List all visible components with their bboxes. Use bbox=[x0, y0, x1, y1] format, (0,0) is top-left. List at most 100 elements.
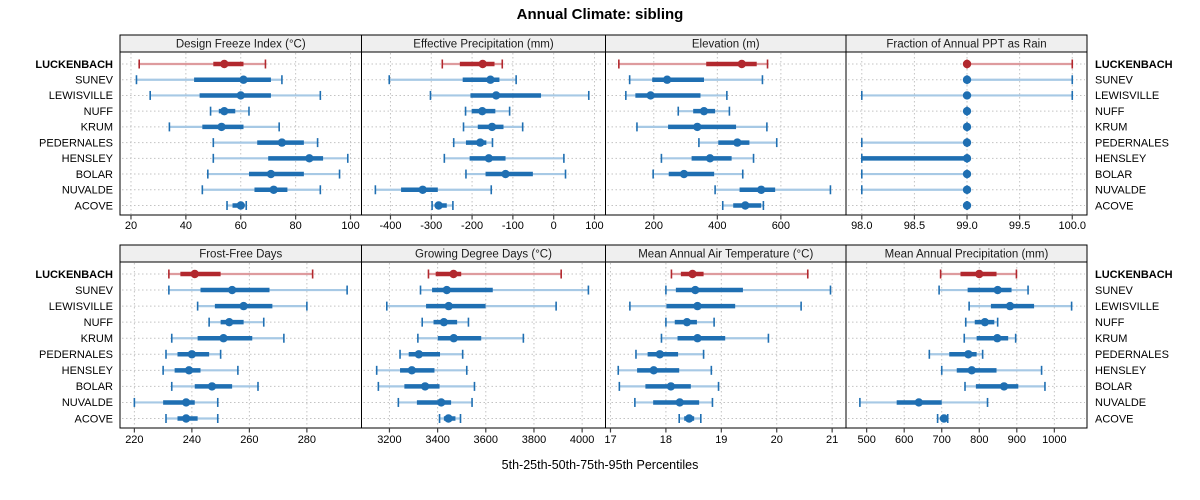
median-dot bbox=[269, 185, 278, 194]
errorbar-nuvalde bbox=[714, 185, 832, 195]
errorbar-hensley bbox=[617, 365, 713, 375]
median-dot bbox=[181, 398, 191, 407]
errorbar-nuff bbox=[665, 317, 715, 327]
site-label-left-nuvalde: NUVALDE bbox=[62, 397, 113, 409]
median-dot bbox=[962, 122, 972, 132]
median-dot bbox=[220, 59, 229, 69]
panel-title: Frost-Free Days bbox=[199, 249, 282, 261]
errorbar-nuvalde bbox=[859, 397, 989, 407]
errorbar-nuvalde bbox=[860, 185, 972, 195]
panel-title: Effective Precipitation (mm) bbox=[413, 39, 554, 51]
x-tick-label: 80 bbox=[290, 220, 302, 232]
errorbar-nuvalde bbox=[374, 185, 493, 195]
median-dot bbox=[962, 138, 972, 147]
errorbar-krum bbox=[660, 333, 770, 343]
errorbar-pedernales bbox=[452, 138, 494, 148]
errorbar-lewisville bbox=[196, 301, 308, 311]
median-dot bbox=[962, 201, 972, 210]
median-dot bbox=[239, 301, 248, 311]
site-label-left-luckenbach: LUCKENBACH bbox=[35, 269, 113, 281]
median-dot bbox=[184, 366, 194, 375]
median-dot bbox=[737, 59, 746, 69]
errorbar-pedernales bbox=[928, 349, 984, 359]
median-dot bbox=[964, 350, 973, 359]
site-label-right-nuff: NUFF bbox=[1095, 317, 1125, 329]
errorbar-lewisville bbox=[149, 90, 322, 100]
errorbar-nuff bbox=[964, 317, 999, 327]
errorbar-nuvalde bbox=[201, 185, 322, 195]
errorbar-acove bbox=[438, 414, 462, 423]
median-dot bbox=[675, 398, 684, 407]
errorbar-bolar bbox=[860, 169, 972, 179]
errorbar-nuff bbox=[464, 106, 511, 116]
x-tick-label: 260 bbox=[240, 434, 258, 446]
x-tick-label: 18 bbox=[660, 434, 672, 446]
median-dot bbox=[217, 122, 226, 132]
median-dot bbox=[679, 169, 689, 179]
median-dot bbox=[733, 138, 742, 147]
errorbar-bolar bbox=[465, 169, 567, 179]
errorbar-sunev bbox=[419, 285, 590, 295]
errorbar-sunev bbox=[168, 285, 348, 295]
panel-frost-free-days: Frost-Free Days 220 240 260 280 bbox=[119, 244, 362, 446]
x-tick-label: 240 bbox=[183, 434, 201, 446]
x-tick-label: 3600 bbox=[474, 434, 498, 446]
site-label-left-pedernales: PEDERNALES bbox=[39, 137, 113, 149]
x-tick-label: 4000 bbox=[570, 434, 594, 446]
panel-title: Mean Annual Precipitation (mm) bbox=[885, 249, 1049, 261]
x-tick-label: -400 bbox=[379, 220, 401, 232]
median-dot bbox=[999, 382, 1009, 391]
x-tick-label: 20 bbox=[125, 220, 137, 232]
errorbar-luckenbach bbox=[168, 269, 314, 279]
errorbar-krum bbox=[417, 333, 525, 343]
site-label-right-lewisville: LEWISVILLE bbox=[1095, 301, 1159, 313]
site-label-right-pedernales: PEDERNALES bbox=[1095, 137, 1169, 149]
errorbar-luckenbach bbox=[138, 59, 267, 69]
panel-title: Mean Annual Air Temperature (°C) bbox=[638, 249, 813, 261]
median-dot bbox=[693, 122, 702, 132]
errorbar-acove bbox=[226, 201, 248, 210]
x-tick-label: 100 bbox=[585, 220, 603, 232]
site-label-left-pedernales: PEDERNALES bbox=[39, 349, 113, 361]
panel-growing-degree-days-c: Growing Degree Days (°C) 3200 3400 3600 3800… bbox=[361, 244, 606, 446]
median-dot bbox=[962, 154, 972, 163]
errorbar-hensley bbox=[860, 153, 972, 163]
median-dot bbox=[501, 169, 510, 179]
median-dot bbox=[980, 317, 990, 327]
median-dot bbox=[476, 138, 485, 147]
site-label-right-lewisville: LEWISVILLE bbox=[1095, 90, 1159, 102]
median-dot bbox=[277, 138, 287, 147]
site-label-left-lewisville: LEWISVILLE bbox=[49, 90, 113, 102]
site-label-left-hensley: HENSLEY bbox=[62, 153, 114, 165]
median-dot bbox=[649, 366, 658, 375]
x-tick-label: 200 bbox=[645, 220, 663, 232]
errorbar-nuvalde bbox=[133, 397, 219, 407]
median-dot bbox=[962, 59, 972, 69]
site-label-right-acove: ACOVE bbox=[1095, 200, 1134, 212]
site-label-right-bolar: BOLAR bbox=[1095, 381, 1132, 393]
site-label-left-luckenbach: LUCKENBACH bbox=[35, 59, 113, 71]
median-dot bbox=[407, 366, 417, 375]
x-tick-label: 60 bbox=[235, 220, 247, 232]
errorbar-luckenbach bbox=[441, 59, 504, 69]
errorbar-bolar bbox=[377, 381, 476, 391]
errorbar-acove bbox=[936, 414, 949, 423]
errorbar-acove bbox=[165, 414, 219, 423]
errorbar-krum bbox=[963, 333, 1017, 343]
x-tick-label: 800 bbox=[970, 434, 988, 446]
median-dot bbox=[305, 154, 314, 163]
errorbar-nuff bbox=[421, 317, 470, 327]
site-label-left-acove: ACOVE bbox=[74, 413, 113, 425]
errorbar-lewisville bbox=[625, 90, 728, 100]
median-dot bbox=[418, 185, 427, 194]
median-dot bbox=[187, 350, 197, 359]
errorbar-luckenbach bbox=[939, 269, 1018, 279]
x-tick-label: 600 bbox=[772, 220, 790, 232]
median-dot bbox=[975, 269, 984, 279]
errorbar-pedernales bbox=[635, 349, 705, 359]
errorbar-lewisville bbox=[629, 301, 802, 311]
x-tick-label: 220 bbox=[125, 434, 143, 446]
errorbar-hensley bbox=[443, 153, 565, 163]
errorbar-bolar bbox=[618, 381, 720, 391]
errorbar-acove bbox=[678, 414, 702, 423]
